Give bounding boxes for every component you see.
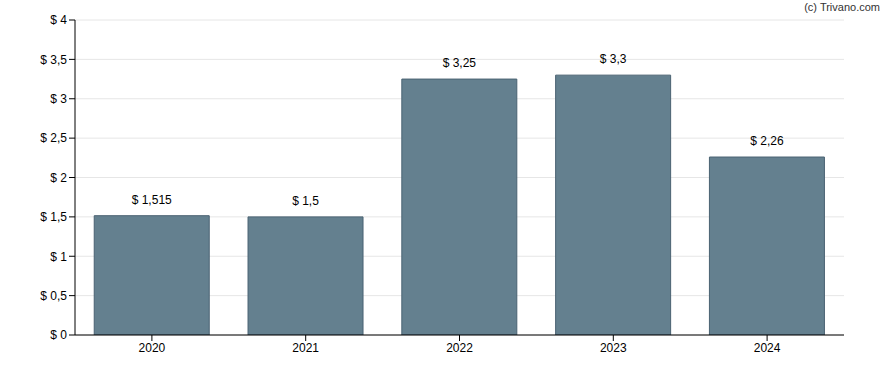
svg-text:$ 1,515: $ 1,515 xyxy=(132,193,172,207)
html-text:(c) Trivano.com: (c) Trivano.com xyxy=(804,1,880,13)
svg-text:$ 0: $ 0 xyxy=(50,328,67,342)
svg-text:$ 3,25: $ 3,25 xyxy=(443,56,477,70)
svg-text:2021: 2021 xyxy=(292,341,319,355)
svg-text:$ 1,5: $ 1,5 xyxy=(292,194,319,208)
svg-text:$ 2,5: $ 2,5 xyxy=(40,131,67,145)
svg-text:$ 3,3: $ 3,3 xyxy=(600,52,627,66)
svg-text:$ 2: $ 2 xyxy=(50,171,67,185)
svg-text:$ 4: $ 4 xyxy=(50,13,67,27)
svg-text:2024: 2024 xyxy=(754,341,781,355)
svg-text:$ 1,5: $ 1,5 xyxy=(40,210,67,224)
svg-text:2020: 2020 xyxy=(139,341,166,355)
svg-text:$ 2,26: $ 2,26 xyxy=(750,134,784,148)
svg-text:$ 1: $ 1 xyxy=(50,250,67,264)
svg-text:$ 3,5: $ 3,5 xyxy=(40,53,67,67)
svg-text:2022: 2022 xyxy=(446,341,473,355)
svg-text:$ 3: $ 3 xyxy=(50,92,67,106)
svg-text:$ 0,5: $ 0,5 xyxy=(40,289,67,303)
svg-text:2023: 2023 xyxy=(600,341,627,355)
